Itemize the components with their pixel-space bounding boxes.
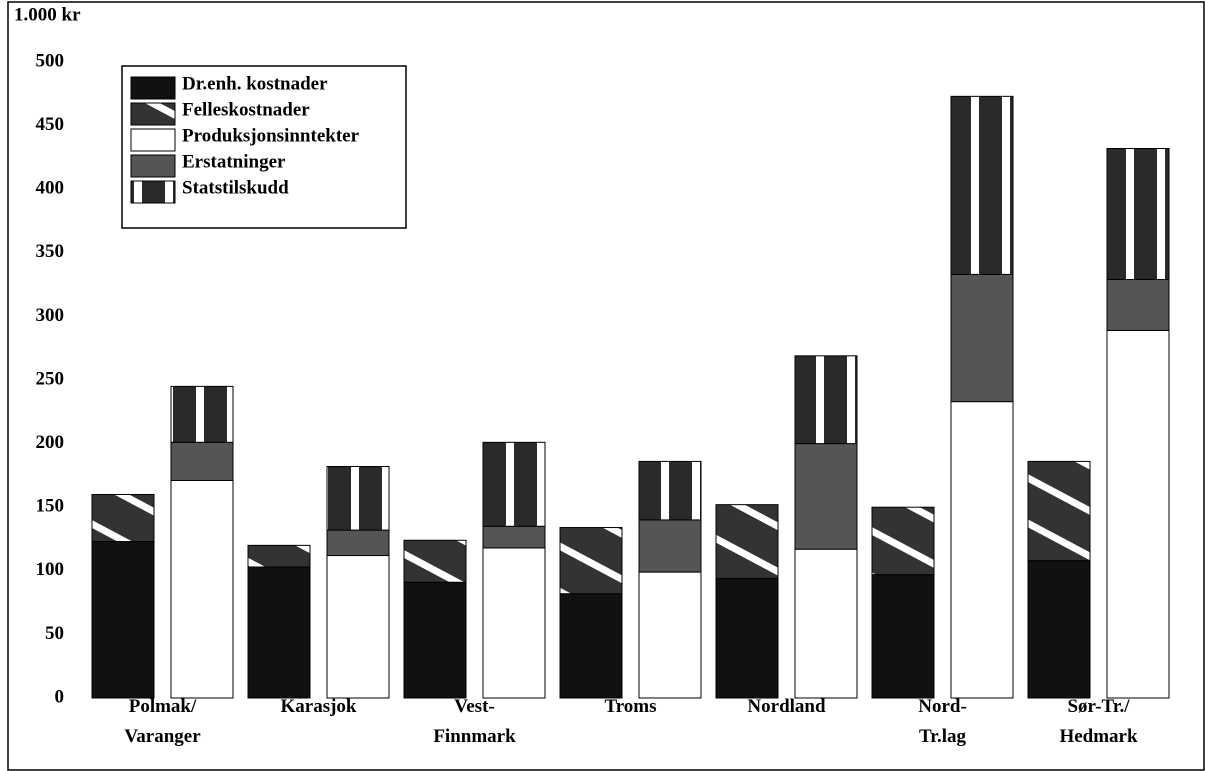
bar-segment — [403, 581, 467, 699]
x-tick-label: Nord-Tr.lag — [918, 696, 967, 747]
bar-segment — [91, 541, 155, 699]
legend-swatch — [130, 128, 176, 152]
bar-segment — [638, 519, 702, 573]
bar-segment — [950, 273, 1014, 403]
y-tick-label: 250 — [36, 368, 65, 389]
y-tick-label: 500 — [36, 50, 65, 71]
legend-swatch — [130, 180, 176, 204]
bar-segment — [326, 529, 390, 557]
bar-segment — [871, 506, 935, 576]
legend-label: Erstatninger — [182, 151, 286, 172]
x-tick-label: Polmak/Varanger — [124, 696, 201, 747]
bar-segment — [715, 504, 779, 579]
legend-swatch — [130, 102, 176, 126]
bar-segment — [1106, 329, 1170, 699]
bar-segment — [794, 355, 858, 445]
bar-segment — [794, 548, 858, 699]
legend-label: Produksjonsinntekter — [182, 125, 360, 146]
bar-segment — [1106, 147, 1170, 281]
legend-label: Statstilskudd — [182, 177, 289, 198]
x-tick-label: Vest-Finnmark — [433, 696, 516, 747]
x-tick-label: Troms — [604, 696, 656, 717]
legend-label: Dr.enh. kostnader — [182, 73, 328, 94]
bar-segment — [482, 525, 546, 549]
bar-segment — [950, 401, 1014, 699]
y-tick-label: 300 — [36, 305, 65, 326]
x-tick-label: Karasjok — [281, 696, 357, 717]
bar-segment — [1106, 279, 1170, 331]
bar-segment — [559, 527, 623, 595]
legend: Dr.enh. kostnader Felleskostnader Produksj… — [121, 65, 407, 229]
bar-segment — [482, 441, 546, 527]
y-tick-label: 200 — [36, 432, 65, 453]
bar-segment — [950, 95, 1014, 275]
bar-segment — [170, 385, 234, 443]
y-tick-label: 0 — [55, 686, 65, 707]
bar-segment — [247, 544, 311, 568]
y-tick-label: 400 — [36, 178, 65, 199]
bar-segment — [794, 443, 858, 550]
bar-segment — [326, 465, 390, 531]
axis-unit: 1.000 kr — [14, 4, 81, 25]
frame — [7, 1, 1205, 771]
bar-segment — [170, 441, 234, 481]
legend-swatch — [130, 76, 176, 100]
bar-segment — [1027, 560, 1091, 699]
bar-segment — [1027, 460, 1091, 562]
y-tick-label: 50 — [45, 623, 64, 644]
y-tick-label: 150 — [36, 496, 65, 517]
bar-segment — [559, 593, 623, 699]
bar-segment — [170, 479, 234, 699]
bar-segment — [482, 547, 546, 699]
bar-segment — [715, 577, 779, 699]
bar-segment — [247, 566, 311, 699]
y-tick-label: 350 — [36, 241, 65, 262]
bar-segment — [871, 574, 935, 699]
bar-segment — [91, 493, 155, 543]
bar-segment — [326, 555, 390, 699]
y-tick-label: 100 — [36, 559, 65, 580]
legend-label: Felleskostnader — [182, 99, 310, 120]
x-tick-label: Nordland — [747, 696, 826, 717]
bar-segment — [638, 571, 702, 699]
legend-swatch — [130, 154, 176, 178]
x-tick-label: Sør-Tr./Hedmark — [1059, 696, 1138, 747]
bar-segment — [403, 539, 467, 583]
y-tick-label: 450 — [36, 114, 65, 135]
bar-segment — [638, 460, 702, 521]
